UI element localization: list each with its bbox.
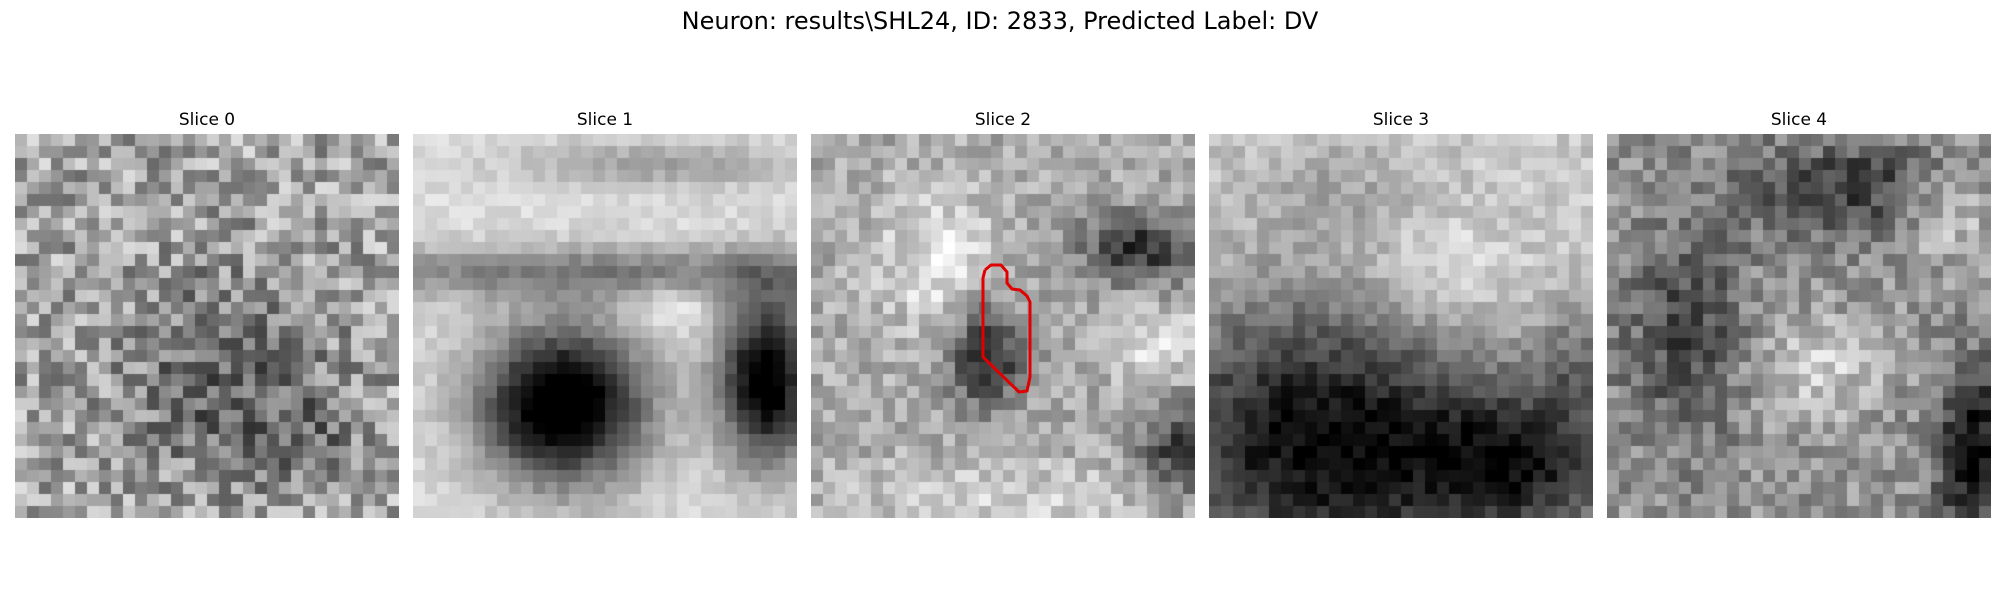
slice-title-2: Slice 2 — [974, 110, 1032, 130]
slice-panel-4: Slice 4 — [1607, 108, 1991, 518]
slice-title-3: Slice 3 — [1372, 110, 1430, 130]
slice-image-4 — [1607, 134, 1991, 518]
slice-panel-1: Slice 1 — [413, 108, 797, 518]
slice-image-1 — [413, 134, 797, 518]
neuron-outline-overlay — [981, 263, 1032, 394]
slice-panel-3: Slice 3 — [1209, 108, 1593, 518]
slice-title-0: Slice 0 — [178, 110, 236, 130]
slice-image-0 — [15, 134, 399, 518]
figure-title: Neuron: results\SHL24, ID: 2833, Predict… — [681, 7, 1319, 35]
slice-title-1: Slice 1 — [576, 110, 634, 130]
neuron-outline — [981, 263, 1032, 394]
slice-image-3 — [1209, 134, 1593, 518]
slice-title-4: Slice 4 — [1770, 110, 1828, 130]
slice-image-2 — [811, 134, 1195, 518]
slice-panel-0: Slice 0 — [15, 108, 399, 518]
slice-panel-2: Slice 2 — [811, 108, 1195, 518]
